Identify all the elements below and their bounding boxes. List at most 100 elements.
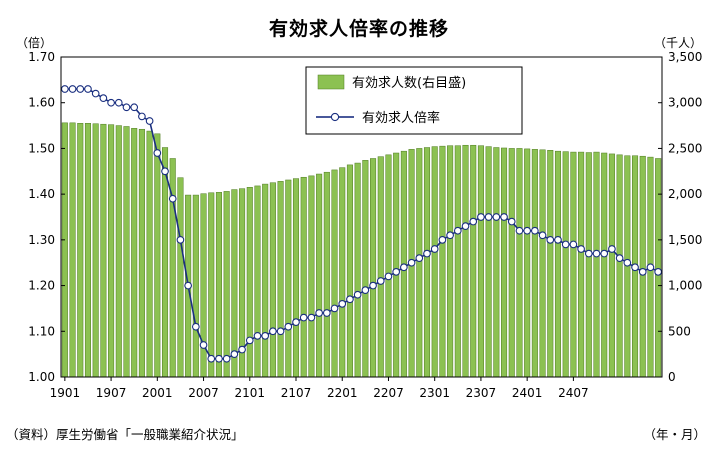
left-tick-label: 1.70: [28, 50, 55, 64]
line-point: [400, 263, 408, 272]
line-point: [276, 327, 285, 336]
bar: [501, 147, 508, 378]
bar: [316, 173, 323, 378]
x-axis-unit: （年・月）: [643, 427, 706, 442]
left-tick-label: 1.40: [28, 187, 55, 201]
right-tick-label: 2,500: [668, 141, 702, 155]
line-point: [245, 336, 254, 345]
bar: [354, 162, 361, 378]
line-point: [230, 350, 239, 358]
bar: [285, 179, 292, 378]
line-point: [515, 226, 524, 235]
line-point: [438, 236, 447, 244]
line-point: [608, 245, 616, 253]
line-point: [76, 85, 85, 93]
legend-bar-label: 有効求人数(右目盛): [352, 76, 466, 91]
bar: [516, 148, 523, 378]
bar: [562, 151, 569, 378]
bar: [578, 151, 585, 378]
line-point: [299, 313, 308, 322]
line-point: [107, 98, 115, 107]
x-tick-label: 2201: [327, 386, 358, 400]
left-axis-unit: （倍）: [16, 36, 53, 50]
line-point: [114, 98, 123, 107]
bar: [300, 176, 307, 378]
bar: [154, 133, 161, 378]
line-point: [199, 341, 208, 349]
line-point: [654, 268, 662, 276]
bar: [554, 150, 562, 378]
line-point: [384, 272, 393, 281]
bar: [131, 128, 138, 378]
line-point: [322, 309, 331, 317]
axes: 1.00 1.10 1.20 1.30 1.40 1.50 1.60 1.70 0 500 1,00…: [28, 50, 702, 400]
bar: [323, 171, 330, 378]
bar: [262, 183, 269, 378]
line-point: [207, 354, 216, 363]
x-tick-label: 2301: [419, 386, 450, 400]
bar: [447, 145, 454, 378]
bar: [593, 151, 600, 378]
bar: [246, 187, 253, 378]
legend-bar-swatch: [317, 74, 345, 90]
bar: [362, 160, 369, 378]
bar: [393, 152, 400, 378]
bar: [608, 153, 615, 378]
bar: [77, 123, 84, 378]
bar: [115, 125, 122, 378]
right-tick-label: 2,000: [668, 187, 702, 201]
plot-frame: [60, 56, 663, 378]
bar: [431, 146, 438, 378]
bar: [477, 145, 484, 378]
x-tick-label: 2207: [373, 386, 404, 400]
line-point: [215, 354, 223, 363]
x-tick-label: 2307: [466, 386, 497, 400]
line-point: [168, 194, 177, 203]
bar: [616, 154, 623, 378]
left-tick-label: 1.60: [28, 96, 55, 110]
bar: [292, 178, 300, 378]
line-point: [99, 94, 108, 102]
legend-line-label: 有効求人倍率: [362, 110, 440, 126]
bar: [339, 167, 346, 378]
bar: [547, 150, 554, 378]
bar: [377, 156, 384, 378]
bar: [177, 177, 184, 378]
line-point: [577, 245, 585, 253]
right-tick-label: 500: [668, 324, 691, 338]
line-point: [492, 213, 501, 221]
line-point: [84, 85, 92, 93]
bar: [215, 192, 222, 378]
line-point: [430, 245, 439, 253]
bar: [570, 151, 577, 378]
line-point: [423, 249, 431, 258]
x-tick-label: 1907: [96, 386, 127, 400]
bar: [531, 149, 538, 378]
line-point: [638, 268, 647, 276]
x-tick-label: 1901: [50, 386, 81, 400]
line-point: [646, 263, 655, 272]
right-tick-label: 1,500: [668, 233, 702, 247]
x-tick-label: 2007: [188, 386, 219, 400]
left-tick-label: 1.00: [28, 370, 55, 384]
line-point: [376, 277, 385, 285]
bar: [485, 146, 492, 378]
bar: [269, 182, 276, 378]
line-point: [176, 236, 185, 244]
x-tick-label: 2001: [142, 386, 173, 400]
bar-series: [61, 122, 662, 378]
line-point: [145, 117, 154, 125]
bar: [92, 123, 99, 378]
bar: [639, 155, 646, 378]
line-point: [222, 354, 231, 363]
line-series: [61, 85, 662, 363]
bar: [231, 189, 238, 378]
x-tick-label: 2107: [281, 386, 312, 400]
line-point: [569, 240, 578, 249]
line-point: [68, 85, 77, 93]
left-tick-label: 1.10: [28, 324, 55, 338]
line-point: [191, 322, 200, 331]
bar: [346, 164, 353, 378]
line-point: [138, 112, 146, 121]
line-point: [538, 231, 547, 240]
